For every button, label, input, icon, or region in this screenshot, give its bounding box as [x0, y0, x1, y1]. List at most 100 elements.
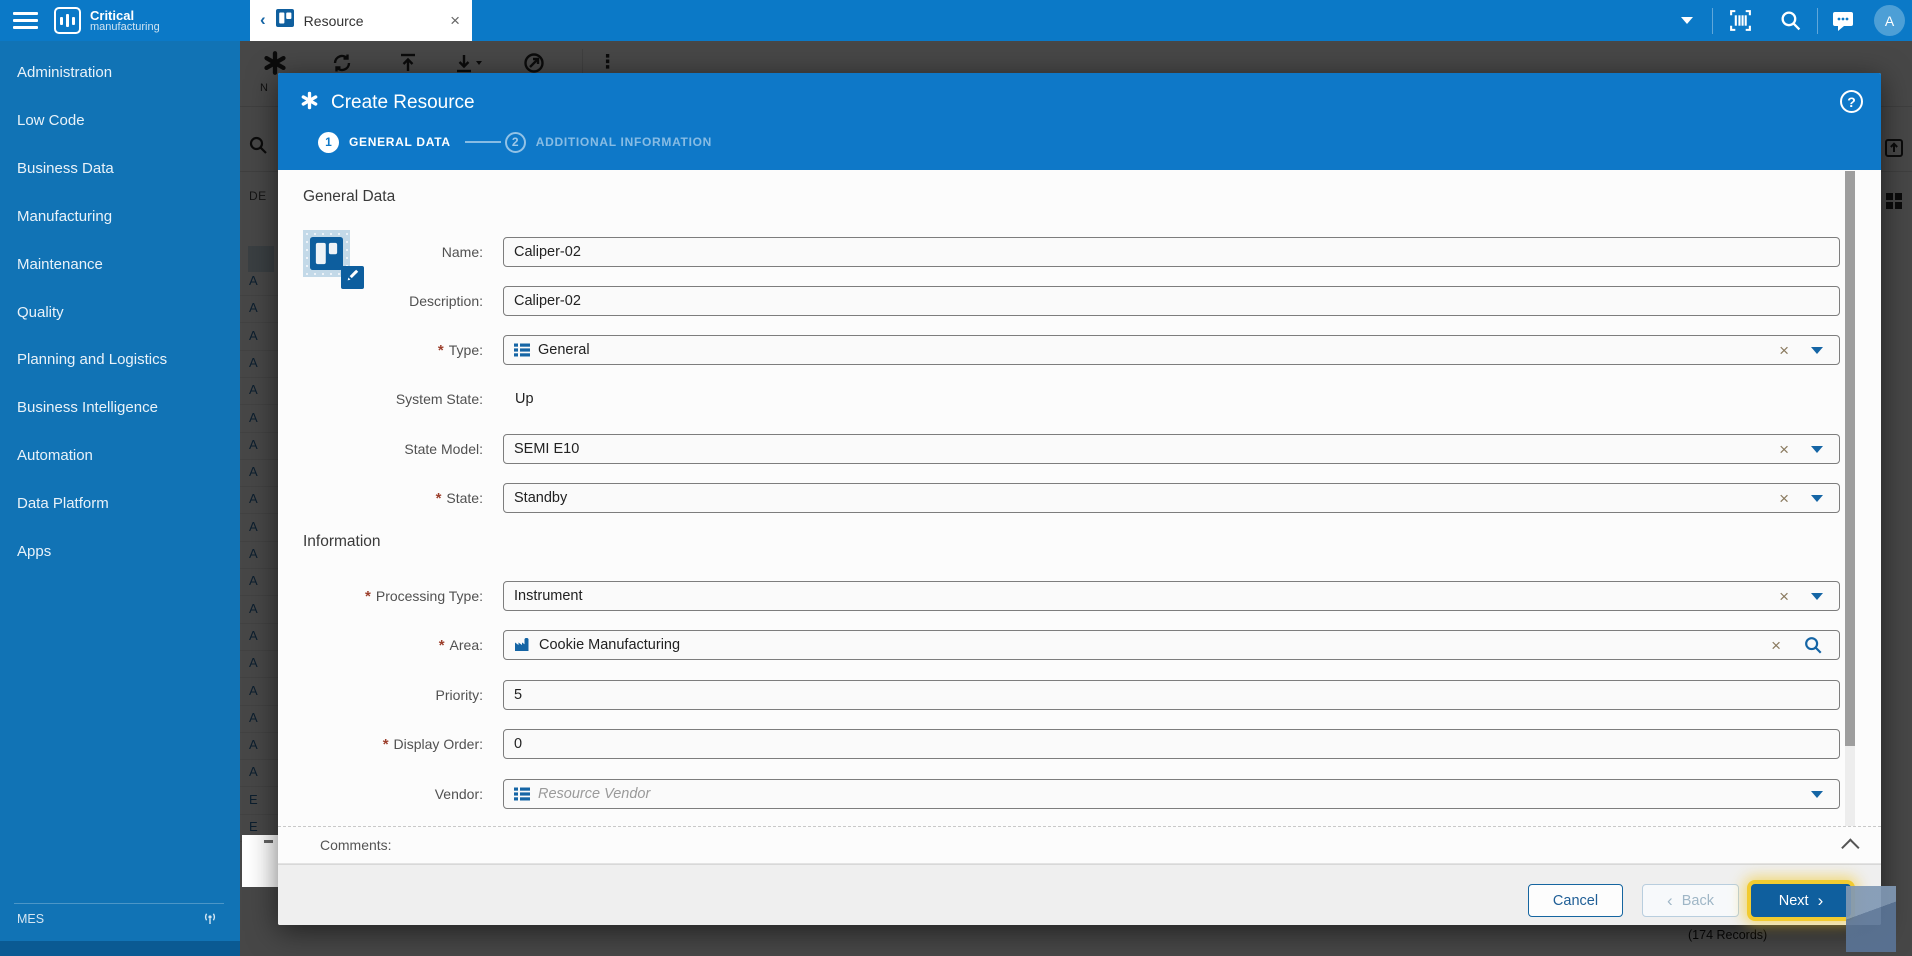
avatar-initial: A — [1884, 12, 1895, 29]
clear-icon[interactable]: × — [1779, 488, 1789, 508]
comments-section[interactable]: Comments: — [278, 826, 1881, 864]
field-input-statemodel[interactable]: SEMI E10 × — [503, 434, 1840, 464]
field-label-area: * Area: — [278, 630, 483, 660]
field-value-readonly: Up — [515, 391, 534, 407]
step-circle-1[interactable]: 1 — [318, 131, 339, 153]
clear-icon[interactable]: × — [1779, 340, 1789, 360]
field-input-state[interactable]: Standby × — [503, 483, 1840, 513]
field-actions: × — [1779, 342, 1829, 359]
field-value: Cookie Manufacturing — [539, 637, 681, 653]
field-label-text: State Model: — [404, 441, 483, 457]
field-value: General — [538, 342, 590, 358]
field-actions: × — [1779, 490, 1829, 507]
list-icon — [514, 343, 530, 357]
modal-scrollbar[interactable] — [1845, 171, 1855, 826]
field-input-priority[interactable]: 5 — [503, 680, 1840, 710]
field-input-area[interactable]: Cookie Manufacturing × — [503, 630, 1840, 660]
field-label-name: Name: — [278, 237, 483, 267]
edit-image-button[interactable] — [341, 266, 364, 289]
help-icon[interactable]: ? — [1840, 90, 1863, 113]
mes-label: MES — [17, 912, 45, 926]
cancel-button[interactable]: Cancel — [1528, 884, 1623, 917]
tab-resource[interactable]: ‹ Resource × — [250, 0, 472, 41]
field-label-text: Area: — [449, 637, 483, 653]
sidebar-item-planning-and-logistics[interactable]: Planning and Logistics — [17, 351, 168, 369]
collapse-chevron-icon[interactable] — [1841, 837, 1860, 857]
field-value: SEMI E10 — [514, 441, 580, 457]
field-label-description: Description: — [278, 286, 483, 316]
topbar-divider — [1712, 8, 1713, 34]
field-value: Caliper-02 — [514, 244, 581, 260]
dropdown-caret-icon[interactable] — [1811, 445, 1823, 453]
required-asterisk: * — [365, 588, 371, 605]
required-asterisk: * — [437, 342, 444, 359]
modal-scrollbar-thumb[interactable] — [1845, 171, 1855, 746]
back-chevron-icon: ‹ — [1667, 891, 1673, 910]
screen-capture-artifact — [1846, 886, 1896, 952]
messages-icon[interactable] — [1831, 9, 1855, 38]
section-information: Information — [303, 533, 381, 550]
field-input-name[interactable]: Caliper-02 — [503, 237, 1840, 267]
field-label-statemodel: State Model: — [278, 434, 483, 464]
tabs-dropdown-icon[interactable] — [1681, 17, 1693, 24]
required-asterisk: * — [438, 637, 445, 654]
brand-subname: manufacturing — [90, 21, 160, 33]
field-input-description[interactable]: Caliper-02 — [503, 286, 1840, 316]
tab-close-icon[interactable]: × — [450, 10, 460, 30]
field-label-type: * Type: — [278, 335, 483, 365]
sidebar-item-business-data[interactable]: Business Data — [17, 159, 114, 177]
clear-icon[interactable]: × — [1771, 635, 1781, 655]
field-input-displayorder[interactable]: 0 — [503, 729, 1840, 759]
field-label-vendor: Vendor: — [278, 779, 483, 809]
lookup-search-icon[interactable] — [1803, 635, 1823, 655]
sidebar-item-business-intelligence[interactable]: Business Intelligence — [17, 399, 158, 417]
barcode-scan-icon[interactable] — [1728, 8, 1753, 38]
step-circle-2[interactable]: 2 — [504, 131, 526, 153]
field-label-text: Priority: — [435, 687, 483, 703]
field-value: Standby — [514, 490, 568, 506]
broadcast-icon[interactable] — [202, 911, 218, 932]
brand-name: Critical — [90, 8, 135, 23]
step-label-2: ADDITIONAL INFORMATION — [535, 135, 713, 149]
clear-icon[interactable]: × — [1779, 439, 1789, 459]
topbar-divider-2 — [1817, 8, 1818, 34]
field-label-text: Display Order: — [393, 736, 483, 752]
sidebar-item-manufacturing[interactable]: Manufacturing — [17, 207, 113, 225]
sidebar-item-apps[interactable]: Apps — [17, 543, 52, 560]
dropdown-caret-icon[interactable] — [1811, 346, 1823, 354]
dropdown-caret-icon[interactable] — [1811, 494, 1823, 502]
next-button[interactable]: Next › — [1751, 884, 1851, 917]
field-label-processingtype: * Processing Type: — [278, 581, 483, 611]
sidebar-item-administration[interactable]: Administration — [17, 64, 113, 81]
cancel-label: Cancel — [1552, 892, 1599, 909]
field-value: 0 — [514, 736, 523, 752]
field-actions — [1811, 790, 1829, 798]
field-value: 5 — [514, 687, 523, 703]
field-input-type[interactable]: General × — [503, 335, 1840, 365]
required-asterisk: * — [382, 736, 389, 753]
global-search-icon[interactable] — [1779, 9, 1802, 37]
field-input-vendor[interactable]: Resource Vendor — [503, 779, 1840, 809]
create-resource-modal: Create Resource ? 1 GENERAL DATA 2 ADDITION… — [278, 73, 1881, 925]
user-avatar[interactable]: A — [1874, 5, 1905, 36]
menu-hamburger-icon[interactable] — [13, 12, 38, 29]
sidebar-item-data-platform[interactable]: Data Platform — [17, 495, 109, 513]
back-button[interactable]: ‹ Back — [1642, 884, 1739, 917]
field-label-text: System State: — [395, 391, 483, 407]
resource-tab-icon — [275, 9, 294, 32]
sidebar-item-quality[interactable]: Quality — [17, 303, 64, 321]
clear-icon[interactable]: × — [1779, 586, 1789, 606]
sidebar-item-low-code[interactable]: Low Code — [17, 111, 85, 129]
dropdown-caret-icon[interactable] — [1811, 592, 1823, 600]
sidebar-item-maintenance[interactable]: Maintenance — [17, 255, 103, 273]
sidebar-item-automation[interactable]: Automation — [17, 447, 93, 465]
dropdown-caret-icon[interactable] — [1811, 790, 1823, 798]
modal-footer: Cancel ‹ Back Next › — [278, 864, 1881, 925]
brand-logo-icon — [54, 7, 81, 34]
field-input-processingtype[interactable]: Instrument × — [503, 581, 1840, 611]
tab-back-chevron-icon[interactable]: ‹ — [260, 9, 266, 29]
field-label-text: Processing Type: — [375, 588, 483, 604]
resource-image-placeholder[interactable] — [303, 230, 350, 277]
next-chevron-icon: › — [1817, 891, 1824, 910]
